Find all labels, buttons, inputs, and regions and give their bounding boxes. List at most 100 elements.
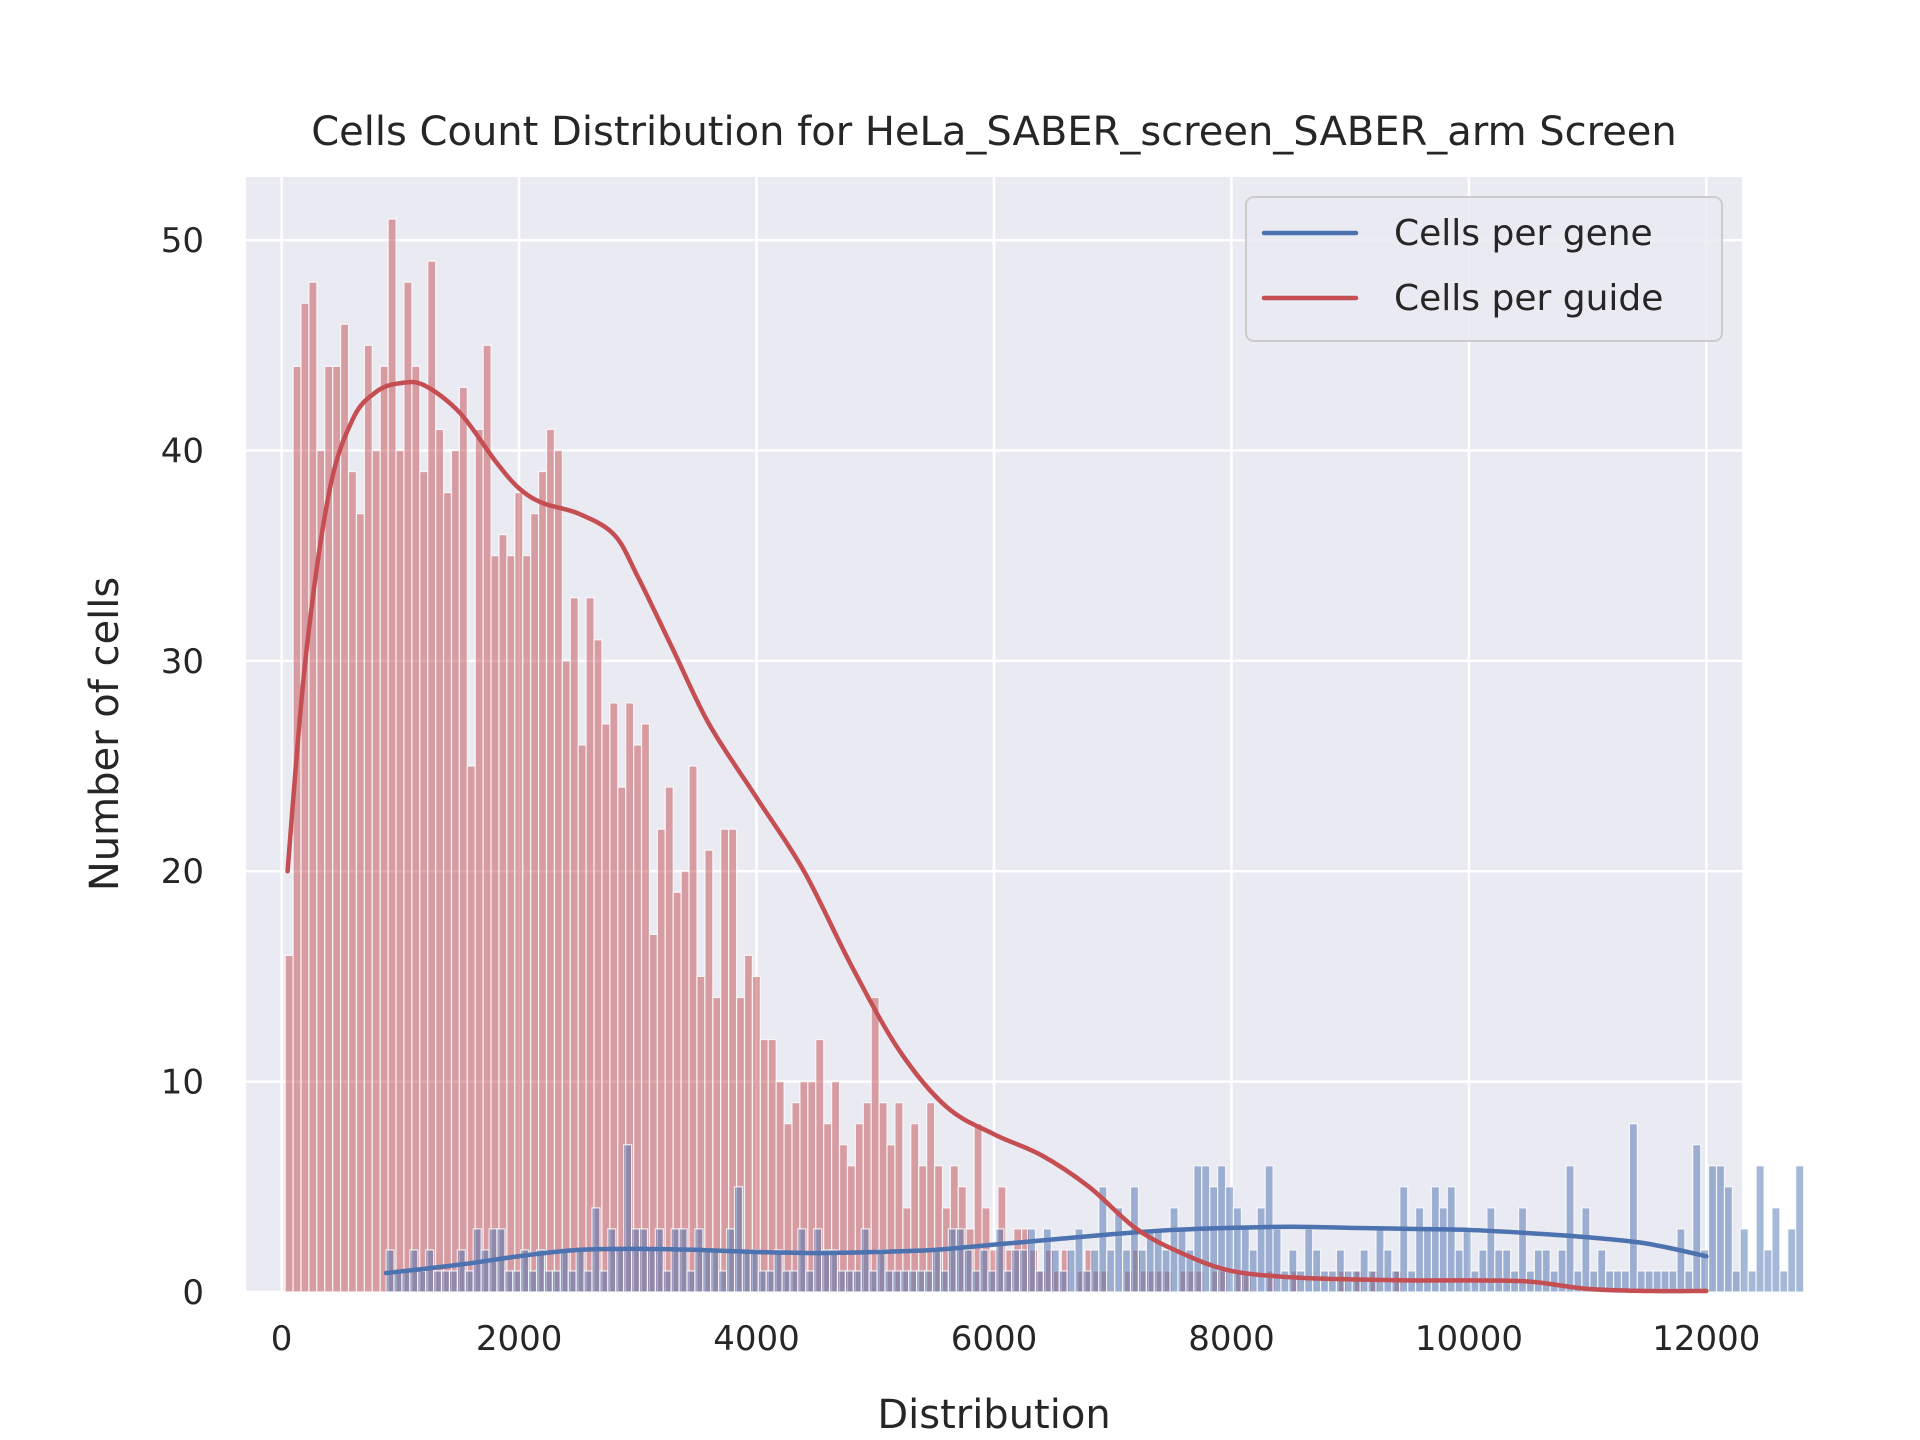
gene-bar xyxy=(630,1228,641,1293)
gene-bar xyxy=(852,1270,862,1293)
guide-bar xyxy=(458,386,468,1293)
guide-bar xyxy=(419,470,429,1293)
gene-bar xyxy=(726,1228,736,1293)
gene-bar xyxy=(504,1270,514,1293)
gene-bar xyxy=(979,1249,989,1293)
gene-bar xyxy=(963,1249,973,1293)
gene-bar xyxy=(821,1249,831,1293)
y-tick-label-1: 10 xyxy=(161,1063,204,1103)
gene-bar xyxy=(908,1270,918,1293)
guide-bar xyxy=(514,491,524,1293)
gene-bar xyxy=(1011,1249,1021,1293)
gene-bar xyxy=(868,1270,878,1293)
gene-bar xyxy=(401,1270,411,1293)
gene-bar xyxy=(1478,1249,1488,1293)
gene-bar xyxy=(1533,1249,1543,1293)
gene-bar xyxy=(765,1270,775,1293)
gene-bar xyxy=(1137,1249,1147,1293)
guide-bar xyxy=(466,765,476,1293)
gene-bar xyxy=(1795,1165,1805,1293)
guide-bar xyxy=(886,1144,896,1293)
legend-label-gene: Cells per gene xyxy=(1394,213,1653,254)
gene-bar xyxy=(1161,1249,1171,1293)
y-axis-label: Number of cells xyxy=(82,577,128,891)
gene-bar xyxy=(1359,1249,1369,1293)
gene-bar xyxy=(813,1228,823,1293)
guide-bar xyxy=(522,555,532,1293)
y-tick-label-0: 0 xyxy=(182,1273,204,1313)
guide-bar xyxy=(316,449,326,1293)
guide-bar xyxy=(688,765,698,1293)
gene-bar xyxy=(1383,1249,1393,1293)
gene-bar xyxy=(1129,1186,1140,1293)
gene-bar xyxy=(987,1270,997,1293)
gene-bar xyxy=(567,1270,577,1293)
guide-bar xyxy=(838,1144,849,1293)
guide-bar xyxy=(601,723,611,1293)
gene-bar xyxy=(1446,1186,1456,1293)
gene-bar xyxy=(1399,1186,1409,1293)
guide-bar xyxy=(553,449,563,1293)
gene-bar xyxy=(1628,1123,1638,1293)
y-tick-label-3: 30 xyxy=(161,642,204,682)
gene-bar xyxy=(702,1249,712,1293)
x-tick-label-2: 4000 xyxy=(713,1319,800,1359)
gene-bar xyxy=(1692,1144,1702,1293)
gene-bar xyxy=(1240,1228,1250,1293)
gene-bar xyxy=(1549,1270,1559,1293)
kde-curve-guide xyxy=(285,379,1709,1294)
gene-bar xyxy=(1272,1228,1282,1293)
guide-bar xyxy=(442,491,453,1293)
guide-bar xyxy=(411,365,421,1293)
gene-bar xyxy=(1763,1249,1773,1293)
kde-curve-gene xyxy=(383,1224,1709,1276)
gene-bar xyxy=(583,1270,593,1293)
gene-bar xyxy=(1731,1270,1741,1293)
guide-bar xyxy=(379,365,389,1293)
gene-bar xyxy=(1074,1228,1084,1293)
gene-bar xyxy=(599,1270,609,1293)
x-tick-labels: 0 2000 4000 6000 8000 10000 12000 xyxy=(271,1319,1761,1359)
gene-bar xyxy=(844,1270,854,1293)
gene-bar xyxy=(1296,1270,1306,1293)
gene-bar xyxy=(947,1228,957,1293)
gene-bar xyxy=(646,1249,656,1293)
gene-bar xyxy=(836,1270,847,1293)
gene-bar xyxy=(1026,1228,1037,1293)
x-tick-label-5: 10000 xyxy=(1415,1319,1523,1359)
gene-bar xyxy=(741,1249,751,1293)
gene-bar xyxy=(955,1228,965,1293)
gene-bar xyxy=(448,1270,458,1293)
guide-bar xyxy=(355,513,365,1293)
guide-bar xyxy=(664,786,674,1293)
gene-bar xyxy=(1755,1165,1765,1293)
guide-bar xyxy=(332,365,342,1293)
legend: Cells per gene Cells per guide xyxy=(1245,196,1723,342)
guide-bar xyxy=(545,428,556,1293)
gene-bar xyxy=(1565,1165,1575,1293)
gene-bar xyxy=(749,1249,759,1293)
guide-bar xyxy=(284,954,294,1293)
gene-bar xyxy=(971,1270,981,1293)
gene-bar xyxy=(733,1186,744,1293)
gene-bar xyxy=(1723,1186,1733,1293)
gene-bar xyxy=(1209,1186,1219,1293)
gene-bar xyxy=(1335,1249,1345,1293)
gene-bar xyxy=(773,1249,783,1293)
gene-bar xyxy=(916,1270,926,1293)
gene-bar xyxy=(623,1144,633,1293)
guide-bar xyxy=(482,344,492,1293)
guide-bar xyxy=(498,534,508,1293)
gene-bar xyxy=(1121,1249,1132,1293)
guide-bar xyxy=(387,218,397,1293)
chart-title: Cells Count Distribution for HeLa_SABER_… xyxy=(311,109,1677,155)
legend-label-guide: Cells per guide xyxy=(1394,278,1663,319)
guide-bar xyxy=(292,365,302,1293)
gene-bar xyxy=(1082,1270,1092,1293)
guide-bar xyxy=(593,639,603,1293)
gene-bar xyxy=(757,1270,767,1293)
gene-bar xyxy=(654,1228,664,1293)
y-tick-label-4: 40 xyxy=(161,431,204,471)
guide-bar xyxy=(308,281,318,1293)
